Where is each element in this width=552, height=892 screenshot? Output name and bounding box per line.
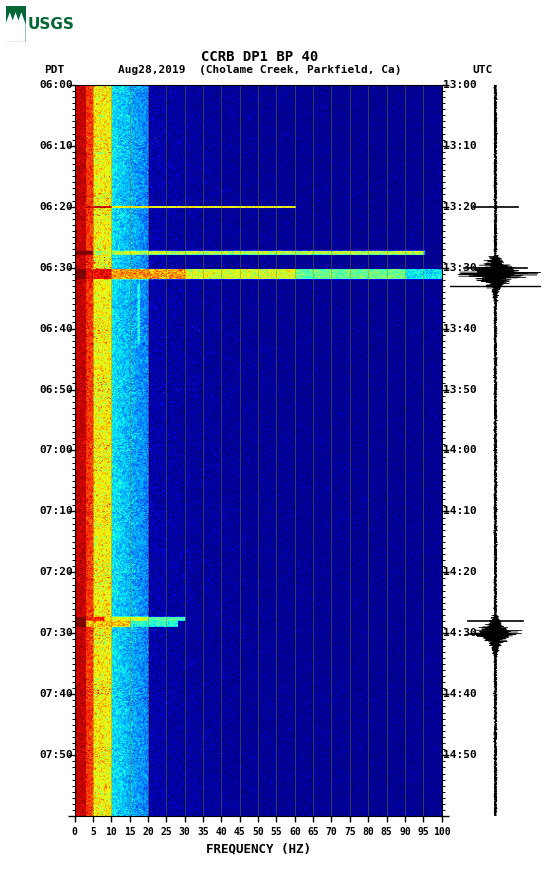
Text: 06:30: 06:30 (39, 262, 73, 273)
Text: 07:40: 07:40 (39, 690, 73, 699)
Text: 14:30: 14:30 (443, 628, 477, 639)
Text: 06:40: 06:40 (39, 324, 73, 334)
Text: 14:00: 14:00 (443, 445, 477, 456)
Text: 13:10: 13:10 (443, 141, 477, 151)
Text: 06:10: 06:10 (39, 141, 73, 151)
Text: USGS: USGS (28, 17, 75, 31)
Text: 07:10: 07:10 (39, 507, 73, 516)
Text: UTC: UTC (472, 65, 492, 76)
Text: 07:50: 07:50 (39, 750, 73, 760)
Text: 14:10: 14:10 (443, 507, 477, 516)
Bar (6, 6, 25, 42)
Text: Aug28,2019  (Cholame Creek, Parkfield, Ca): Aug28,2019 (Cholame Creek, Parkfield, Ca… (118, 65, 401, 76)
Text: 13:40: 13:40 (443, 324, 477, 334)
Text: CCRB DP1 BP 40: CCRB DP1 BP 40 (201, 50, 318, 64)
Text: 14:50: 14:50 (443, 750, 477, 760)
Text: 06:20: 06:20 (39, 202, 73, 211)
Text: 14:40: 14:40 (443, 690, 477, 699)
Text: 14:20: 14:20 (443, 567, 477, 577)
Text: 13:50: 13:50 (443, 384, 477, 394)
Text: 13:30: 13:30 (443, 262, 477, 273)
Text: 07:30: 07:30 (39, 628, 73, 639)
Text: 07:00: 07:00 (39, 445, 73, 456)
Text: 07:20: 07:20 (39, 567, 73, 577)
Text: PDT: PDT (44, 65, 65, 76)
Text: 13:20: 13:20 (443, 202, 477, 211)
Text: 13:00: 13:00 (443, 79, 477, 90)
Polygon shape (6, 12, 25, 42)
Text: 06:50: 06:50 (39, 384, 73, 394)
X-axis label: FREQUENCY (HZ): FREQUENCY (HZ) (205, 842, 311, 855)
Text: 06:00: 06:00 (39, 79, 73, 90)
